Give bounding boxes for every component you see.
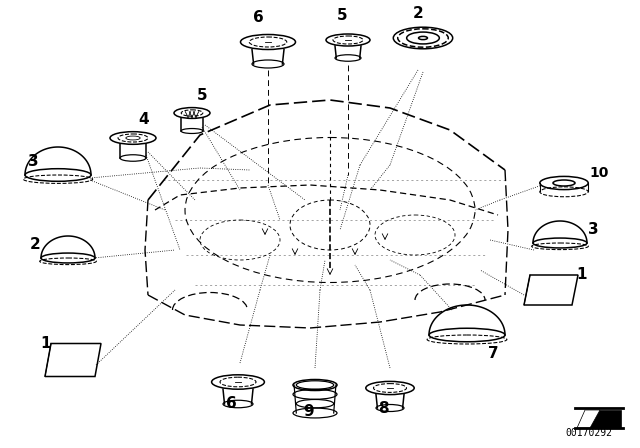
Polygon shape: [577, 410, 600, 428]
Text: 5: 5: [337, 8, 348, 23]
Text: 7: 7: [488, 346, 499, 361]
Text: 3: 3: [588, 222, 598, 237]
Polygon shape: [577, 410, 621, 428]
Text: 10: 10: [589, 166, 609, 180]
Text: 6: 6: [226, 396, 237, 411]
Text: 2: 2: [413, 6, 424, 21]
Text: 8: 8: [378, 401, 388, 416]
Text: 1: 1: [40, 336, 51, 351]
Text: 6: 6: [253, 10, 264, 25]
Text: 00170292: 00170292: [565, 428, 612, 438]
Text: 5: 5: [197, 88, 207, 103]
Text: 2: 2: [30, 237, 41, 252]
Text: 3: 3: [28, 154, 38, 169]
Text: 4: 4: [138, 112, 148, 127]
Text: 9: 9: [303, 404, 314, 419]
Text: 1: 1: [576, 267, 586, 282]
